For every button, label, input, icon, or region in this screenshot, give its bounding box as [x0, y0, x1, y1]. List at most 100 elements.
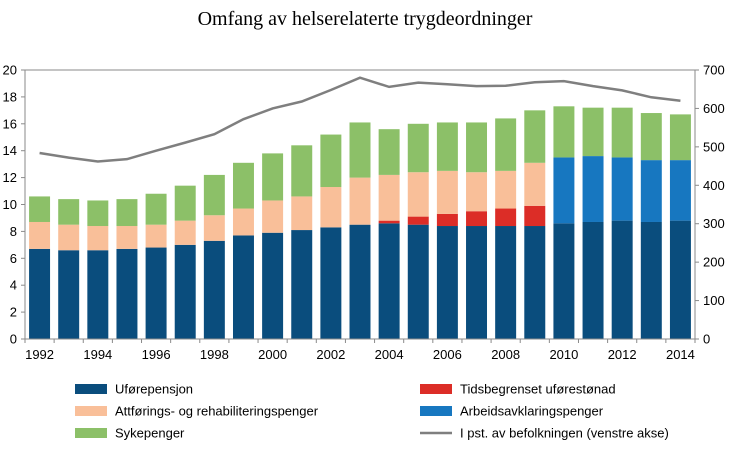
bar-0-2005 [407, 224, 429, 339]
legend-item-2: Attførings- og rehabiliteringspenger [75, 404, 319, 419]
bar-4-2013 [640, 113, 662, 161]
bar-0-1999 [232, 235, 254, 339]
bar-1-2009 [524, 205, 546, 227]
bar-4-2010 [553, 106, 575, 158]
y-left-tick-label: 20 [3, 63, 17, 78]
line-layer [39, 76, 681, 163]
y-left-tick-label: 14 [3, 143, 17, 158]
bar-4-2006 [436, 122, 458, 171]
legend-item-4: Sykepenger [75, 426, 185, 441]
bar-0-2007 [466, 226, 488, 339]
bar-0-1997 [174, 244, 196, 339]
y-left-tick-label: 6 [10, 251, 17, 266]
bar-4-2001 [291, 145, 313, 197]
bar-3-2013 [640, 160, 662, 222]
legend-swatch [75, 428, 107, 438]
axes-layer: 0246810121416182001002003004005006007001… [3, 63, 725, 363]
y-left-tick-label: 12 [3, 170, 17, 185]
legend-item-5: I pst. av befolkningen (venstre akse) [420, 426, 669, 441]
legend-swatch [420, 384, 452, 394]
bar-0-1995 [116, 248, 138, 339]
bar-4-1993 [58, 199, 80, 225]
bar-0-2002 [320, 227, 342, 339]
bar-3-2012 [611, 157, 633, 221]
bar-2-1999 [232, 208, 254, 236]
bar-0-1996 [145, 247, 167, 339]
bar-4-1996 [145, 193, 167, 225]
legend-swatch [75, 406, 107, 416]
y-right-tick-label: 400 [703, 178, 725, 193]
y-left-tick-label: 4 [10, 278, 17, 293]
y-right-tick-label: 700 [703, 63, 725, 78]
bar-4-2012 [611, 107, 633, 158]
y-right-tick-label: 500 [703, 139, 725, 154]
bar-4-1999 [232, 162, 254, 209]
bar-4-1997 [174, 185, 196, 221]
y-left-tick-label: 18 [3, 89, 17, 104]
bar-4-1998 [203, 174, 225, 216]
chart-title: Omfang av helserelaterte trygdeordninger [197, 8, 533, 30]
x-tick-label-2010: 2010 [549, 347, 578, 362]
bar-0-2000 [262, 232, 284, 339]
x-tick-label-2014: 2014 [666, 347, 695, 362]
bar-4-2014 [669, 114, 691, 161]
bar-2-1994 [87, 226, 109, 251]
legend: Uførepensjon Tidsbegrenset uførestønad Att… [75, 382, 669, 441]
bar-0-2009 [524, 226, 546, 339]
x-tick-label-2006: 2006 [433, 347, 462, 362]
x-tick-label-2004: 2004 [375, 347, 404, 362]
bar-0-2003 [349, 224, 371, 339]
y-left-tick-label: 8 [10, 224, 17, 239]
bar-4-2000 [262, 153, 284, 201]
bar-0-2013 [640, 221, 662, 339]
x-tick-label-2002: 2002 [316, 347, 345, 362]
y-right-tick-label: 200 [703, 255, 725, 270]
bar-3-2014 [669, 160, 691, 221]
y-right-tick-label: 300 [703, 216, 725, 231]
bar-0-2014 [669, 220, 691, 339]
line-series-0 [39, 76, 681, 163]
bar-2-2008 [495, 170, 517, 209]
x-tick-label-1992: 1992 [25, 347, 54, 362]
legend-label: Uførepensjon [115, 382, 193, 397]
bar-4-2011 [582, 107, 604, 157]
bar-0-1993 [58, 250, 80, 339]
bar-2-2009 [524, 162, 546, 206]
legend-label: Sykepenger [115, 426, 185, 441]
bar-2-2004 [378, 174, 400, 221]
bar-0-1994 [87, 250, 109, 339]
bar-4-1994 [87, 200, 109, 227]
y-right-tick-label: 600 [703, 101, 725, 116]
x-tick-label-2008: 2008 [491, 347, 520, 362]
bar-2-1997 [174, 220, 196, 245]
legend-label: Attførings- og rehabiliteringspenger [115, 404, 319, 419]
bar-1-2007 [466, 211, 488, 227]
legend-item-3: Arbeidsavklaringspenger [420, 404, 604, 419]
bars-layer [29, 106, 691, 339]
bar-4-2009 [524, 110, 546, 163]
bar-2-1993 [58, 224, 80, 251]
bar-4-2008 [495, 118, 517, 171]
bar-2-1992 [29, 221, 51, 249]
bar-4-2002 [320, 134, 342, 188]
bar-4-2003 [349, 122, 371, 178]
bar-4-1992 [29, 196, 51, 222]
bar-1-2006 [436, 213, 458, 227]
legend-label: Tidsbegrenset uførestønad [460, 382, 616, 397]
y-right-tick-label: 100 [703, 293, 725, 308]
bar-1-2005 [407, 216, 429, 225]
bar-2-2005 [407, 172, 429, 217]
bar-0-2011 [582, 221, 604, 339]
bar-0-2001 [291, 230, 313, 339]
legend-item-1: Tidsbegrenset uførestønad [420, 382, 616, 397]
bar-3-2010 [553, 157, 575, 224]
bar-0-2008 [495, 226, 517, 339]
bar-3-2011 [582, 156, 604, 222]
x-tick-label-1996: 1996 [142, 347, 171, 362]
y-left-tick-label: 10 [3, 197, 17, 212]
x-tick-label-1994: 1994 [83, 347, 112, 362]
bar-1-2004 [378, 220, 400, 224]
x-tick-label-2012: 2012 [608, 347, 637, 362]
legend-label: I pst. av befolkningen (venstre akse) [460, 426, 669, 441]
